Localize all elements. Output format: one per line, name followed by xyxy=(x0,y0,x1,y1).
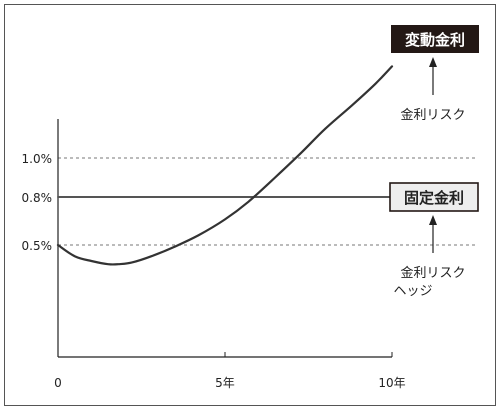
axes xyxy=(57,119,392,358)
variable-rate-label: 変動金利 xyxy=(405,31,465,49)
fixed-rate-box-bg xyxy=(389,182,479,212)
fixed-rate-label-box: 固定金利 xyxy=(389,182,479,212)
variable-rate-line xyxy=(56,65,394,266)
fixed-hedge-label-line1: 金利リスク xyxy=(400,265,465,281)
variable-risk-arrow xyxy=(429,57,437,95)
variable-rate-label-box: 変動金利 xyxy=(391,25,479,53)
fixed-hedge-arrow xyxy=(429,215,437,253)
y-tick-label: 0.8% xyxy=(22,191,53,205)
y-tick-label: 1.0% xyxy=(22,152,53,166)
chart-frame: 0.5% 0.8% 1.0% 0 5年 10年 変動金利 金利リスク 固定金利 金利リスク… xyxy=(4,4,496,406)
variable-risk-label: 金利リスク xyxy=(400,107,465,123)
x-tick-label: 0 xyxy=(54,376,62,390)
variable-rate-box-bg xyxy=(391,25,479,53)
reference-lines xyxy=(58,157,478,246)
tick-labels: 0.5% 0.8% 1.0% 0 5年 10年 xyxy=(22,152,406,390)
interest-rate-chart: 0.5% 0.8% 1.0% 0 5年 10年 変動金利 金利リスク 固定金利 金利リスク… xyxy=(22,25,479,390)
x-tick-label: 10年 xyxy=(378,376,405,390)
y-tick-label: 0.5% xyxy=(22,239,53,253)
fixed-hedge-label-line2: ヘッジ xyxy=(393,284,432,299)
x-tick-label: 5年 xyxy=(215,376,235,390)
fixed-rate-label: 固定金利 xyxy=(404,189,464,207)
series-lines xyxy=(56,65,394,266)
